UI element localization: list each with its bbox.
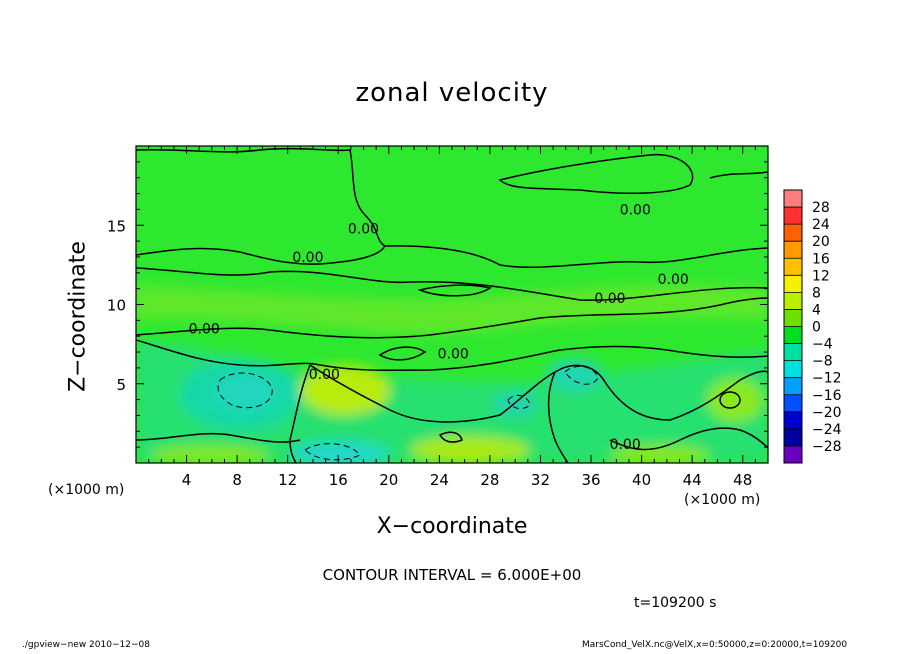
field-shading <box>136 285 768 463</box>
colorbar-swatch <box>784 377 802 396</box>
colorbar-swatch <box>784 360 802 379</box>
x-axis: 4 8 12 16 20 24 28 32 36 40 44 48 <box>148 146 756 489</box>
x-tick-label: 8 <box>232 471 242 489</box>
x-tick-label: 48 <box>733 471 752 489</box>
colorbar-swatch <box>784 326 802 345</box>
colorbar-swatch <box>784 292 802 310</box>
colorbar-label: 16 <box>812 251 830 267</box>
colorbar-label: −20 <box>812 405 842 421</box>
x-tick-label: 44 <box>683 471 702 489</box>
colorbar-swatch <box>784 207 802 225</box>
colorbar-swatch <box>784 224 802 242</box>
colorbar-swatch <box>784 445 802 464</box>
colorbar-label: −24 <box>812 422 842 438</box>
colorbar-label: 24 <box>812 217 830 233</box>
colorbar-label: 0 <box>812 320 821 336</box>
x-tick-label: 20 <box>379 471 398 489</box>
y-tick-label: 5 <box>116 376 126 394</box>
negative-contours <box>217 365 599 461</box>
contour-label: 0.00 <box>610 437 641 453</box>
contour-label: 0.00 <box>189 321 220 337</box>
contour-label: 0.00 <box>348 221 379 237</box>
contour-label: 0.00 <box>594 291 625 307</box>
colorbar-swatch <box>784 241 802 259</box>
contour-label: 0.00 <box>658 272 689 288</box>
x-tick-label: 4 <box>182 471 192 489</box>
colorbar-swatch <box>784 343 802 362</box>
contour-label: 0.00 <box>309 367 340 383</box>
colorbar-label: −4 <box>812 337 833 353</box>
colorbar-swatch <box>784 309 802 327</box>
colorbar-label: 28 <box>812 200 830 216</box>
x-tick-label: 36 <box>581 471 600 489</box>
x-unit-label-left: (×1000 m) <box>48 482 125 498</box>
x-unit-label-right: (×1000 m) <box>684 492 761 508</box>
colorbar-label: −8 <box>812 354 833 370</box>
x-tick-label: 32 <box>531 471 550 489</box>
heatmap-field <box>136 146 768 463</box>
y-axis: 5 10 15 <box>107 161 768 448</box>
colorbar-swatch <box>784 394 802 413</box>
colorbar-label: 8 <box>812 285 821 301</box>
contour-label-group: 0.00 0.00 0.00 0.00 0.00 0.00 0.00 0.00 0.00 <box>189 202 689 453</box>
y-tick-label: 10 <box>107 297 126 315</box>
colorbar-label: 4 <box>812 302 821 318</box>
contour-label: 0.00 <box>620 202 651 218</box>
x-tick-label: 28 <box>480 471 499 489</box>
footer-data-source: MarsCond_VelX.nc@VelX,x=0:50000,z=0:2000… <box>582 640 848 650</box>
colorbar-swatch <box>784 428 802 447</box>
zero-contours <box>136 147 768 463</box>
colorbar-label: 12 <box>812 268 830 284</box>
colorbar-swatch <box>784 275 802 293</box>
time-stamp: t=109200 s <box>634 595 717 611</box>
colorbar-swatch <box>784 411 802 430</box>
contour-label: 0.00 <box>438 347 469 363</box>
contour-interval-note: CONTOUR INTERVAL = 6.000E+00 <box>322 566 582 584</box>
chart-title: zonal velocity <box>355 78 549 108</box>
colorbar-label: 20 <box>812 234 830 250</box>
colorbar-label: −12 <box>812 371 842 387</box>
footer-program-info: ./gpview−new 2010−12−08 <box>22 640 150 650</box>
x-tick-label: 16 <box>329 471 348 489</box>
x-axis-label: X−coordinate <box>376 514 528 539</box>
x-tick-label: 24 <box>430 471 449 489</box>
x-tick-label: 12 <box>278 471 297 489</box>
x-tick-label: 40 <box>632 471 651 489</box>
colorbar-label: −16 <box>812 388 842 404</box>
colorbar-swatch <box>784 258 802 276</box>
colorbar-label: −28 <box>812 439 842 455</box>
y-tick-label: 15 <box>107 217 126 235</box>
colorbar-swatch <box>784 190 802 208</box>
contour-label: 0.00 <box>292 250 323 266</box>
